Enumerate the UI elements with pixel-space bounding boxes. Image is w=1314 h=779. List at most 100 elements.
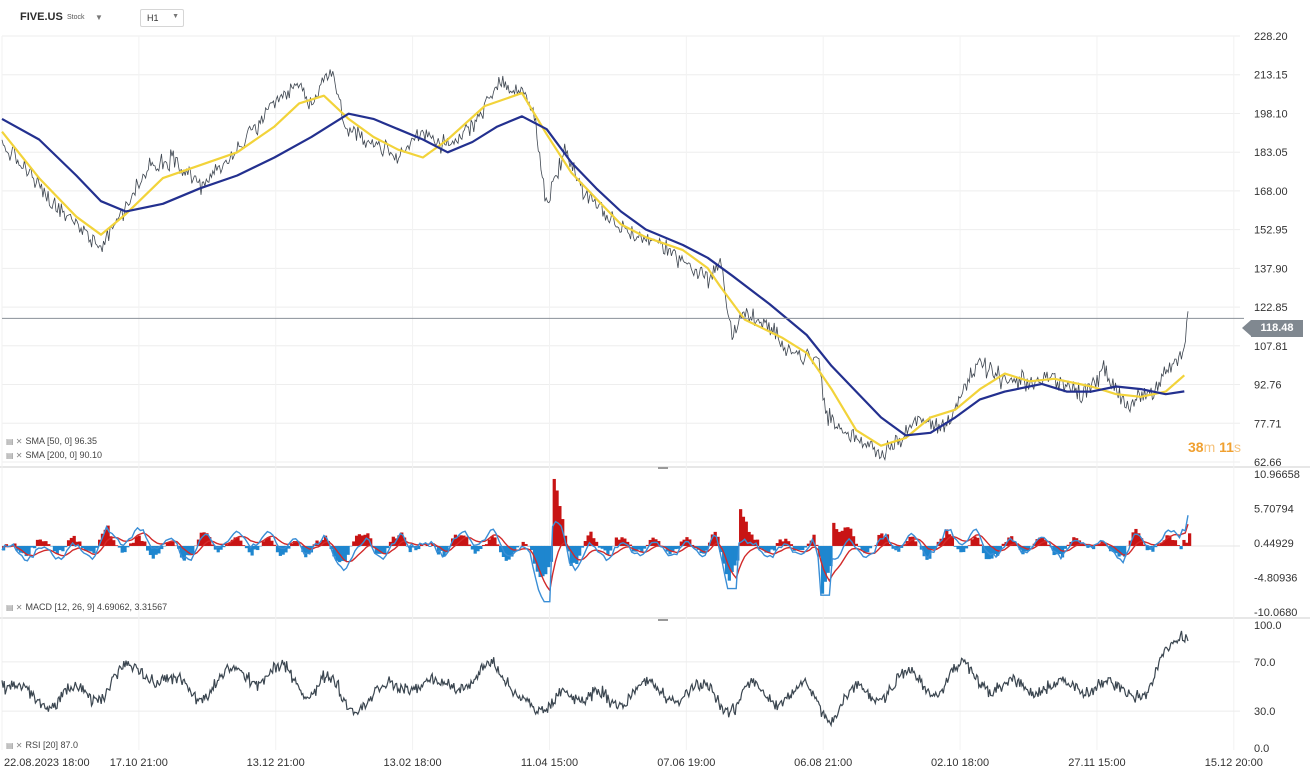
macd-histogram-bar bbox=[284, 545, 288, 553]
macd-histogram-bar bbox=[456, 536, 460, 546]
rsi-line bbox=[1, 630, 1189, 728]
legend-rsi: ▤ ✕ RSI [20] 87.0 bbox=[6, 740, 78, 750]
macd-histogram-bar bbox=[35, 539, 40, 546]
macd-histogram-bar bbox=[114, 545, 119, 546]
macd-histogram-bar bbox=[493, 537, 497, 546]
macd-histogram-bar bbox=[860, 545, 864, 551]
macd-histogram-bar bbox=[1018, 545, 1022, 550]
macd-histogram-bar bbox=[233, 537, 237, 546]
timeframe-select[interactable]: H1 ▼ bbox=[140, 9, 184, 27]
macd-histogram-bar bbox=[832, 522, 836, 546]
macd-histogram-bar bbox=[643, 545, 647, 549]
legend-sma200-label: SMA [200, 0] 90.10 bbox=[25, 450, 103, 460]
macd-histogram-bar bbox=[987, 545, 991, 560]
macd-histogram-bar bbox=[820, 545, 825, 594]
macd-histogram-bar bbox=[388, 541, 393, 546]
macd-histogram-bar bbox=[148, 545, 153, 556]
macd-histogram-bar bbox=[544, 545, 548, 575]
indicator-settings-icon[interactable]: ▤ ✕ bbox=[6, 741, 23, 750]
macd-histogram-bar bbox=[1131, 532, 1135, 546]
macd-histogram-bar bbox=[30, 545, 34, 548]
macd-histogram-bar bbox=[1080, 544, 1084, 546]
macd-histogram-bar bbox=[1029, 545, 1034, 547]
macd-histogram-bar bbox=[592, 538, 596, 546]
macd-histogram-bar bbox=[606, 545, 610, 555]
macd-histogram-bar bbox=[476, 545, 480, 552]
macd-histogram-bar bbox=[137, 535, 141, 546]
symbol-dropdown-icon[interactable]: ▼ bbox=[95, 13, 103, 22]
time-axis-tick-label: 02.10 18:00 bbox=[931, 757, 989, 769]
macd-histogram-bar bbox=[414, 545, 418, 551]
macd-histogram-bar bbox=[253, 545, 257, 550]
sma50-line bbox=[1, 92, 1186, 447]
macd-histogram-bar bbox=[24, 545, 28, 557]
countdown-seconds-unit: s bbox=[1233, 439, 1241, 455]
macd-histogram-bar bbox=[69, 537, 73, 546]
macd-histogram-bar bbox=[290, 543, 294, 546]
macd-histogram-bar bbox=[202, 532, 206, 546]
price-axis-tick-label: 198.10 bbox=[1254, 108, 1288, 120]
price-axis-tick-label: 168.00 bbox=[1254, 186, 1288, 198]
macd-histogram-bar bbox=[998, 545, 1003, 551]
time-axis-tick-label: 07.06 19:00 bbox=[657, 757, 715, 769]
macd-histogram-bar bbox=[840, 530, 844, 546]
macd-histogram-bar bbox=[400, 532, 404, 546]
time-axis-tick-label: 13.12 21:00 bbox=[247, 757, 305, 769]
macd-histogram-bar bbox=[287, 545, 291, 549]
macd-line bbox=[1, 515, 1189, 603]
macd-histogram-bar bbox=[990, 545, 994, 559]
macd-histogram-bar bbox=[609, 545, 613, 551]
macd-histogram-bar bbox=[222, 545, 226, 548]
macd-histogram-bar bbox=[318, 542, 322, 546]
macd-histogram-bar bbox=[496, 544, 500, 546]
macd-histogram-bar bbox=[386, 545, 390, 549]
macd-histogram-bar bbox=[1055, 545, 1059, 555]
macd-histogram-bar bbox=[815, 544, 819, 546]
macd-histogram-bar bbox=[586, 535, 590, 546]
macd-histogram-bar bbox=[885, 534, 890, 546]
macd-histogram-bar bbox=[383, 545, 387, 554]
macd-histogram-bar bbox=[775, 543, 779, 546]
macd-histogram-bar bbox=[369, 538, 373, 546]
macd-histogram-bar bbox=[1179, 545, 1183, 550]
macd-histogram-bar bbox=[925, 545, 929, 560]
macd-histogram-bar bbox=[408, 545, 412, 553]
indicator-settings-icon[interactable]: ▤ ✕ bbox=[6, 603, 23, 612]
macd-histogram-bar bbox=[727, 545, 731, 581]
macd-histogram-bar bbox=[979, 544, 983, 546]
macd-axis-tick-label: 0.44929 bbox=[1254, 538, 1294, 550]
sma200-line bbox=[1, 112, 1185, 437]
macd-histogram-bar bbox=[112, 540, 116, 546]
macd-histogram-bar bbox=[1086, 545, 1090, 548]
macd-histogram-bar bbox=[1010, 536, 1014, 546]
indicator-settings-icon[interactable]: ▤ ✕ bbox=[6, 451, 23, 460]
macd-histogram-bar bbox=[123, 545, 127, 553]
macd-histogram-bar bbox=[332, 545, 336, 557]
macd-histogram-bar bbox=[911, 536, 915, 546]
macd-histogram-bar bbox=[1046, 544, 1051, 546]
macd-histogram-bar bbox=[185, 545, 189, 556]
macd-histogram-bar bbox=[722, 545, 726, 564]
symbol-label[interactable]: FIVE.US bbox=[20, 11, 63, 23]
macd-histogram-bar bbox=[863, 545, 867, 554]
macd-histogram-bar bbox=[967, 545, 971, 546]
macd-histogram-bar bbox=[806, 543, 811, 546]
legend-rsi-label: RSI [20] 87.0 bbox=[25, 740, 79, 750]
macd-histogram-bar bbox=[648, 539, 652, 546]
macd-histogram-bar bbox=[292, 541, 297, 546]
macd-histogram-bar bbox=[1134, 528, 1138, 546]
indicator-settings-icon[interactable]: ▤ ✕ bbox=[6, 437, 23, 446]
macd-histogram-bar bbox=[947, 534, 952, 546]
macd-histogram-bar bbox=[41, 541, 45, 546]
macd-histogram-bar bbox=[52, 545, 57, 552]
macd-histogram-bar bbox=[230, 539, 234, 546]
macd-histogram-bar bbox=[569, 545, 573, 566]
macd-histogram-bar bbox=[89, 545, 93, 552]
macd-histogram-bar bbox=[795, 545, 799, 550]
macd-histogram-bar bbox=[131, 542, 136, 546]
macd-histogram-bar bbox=[44, 541, 48, 546]
macd-histogram-bar bbox=[888, 543, 892, 546]
macd-histogram-bar bbox=[671, 545, 675, 552]
macd-histogram-bar bbox=[1162, 540, 1166, 546]
